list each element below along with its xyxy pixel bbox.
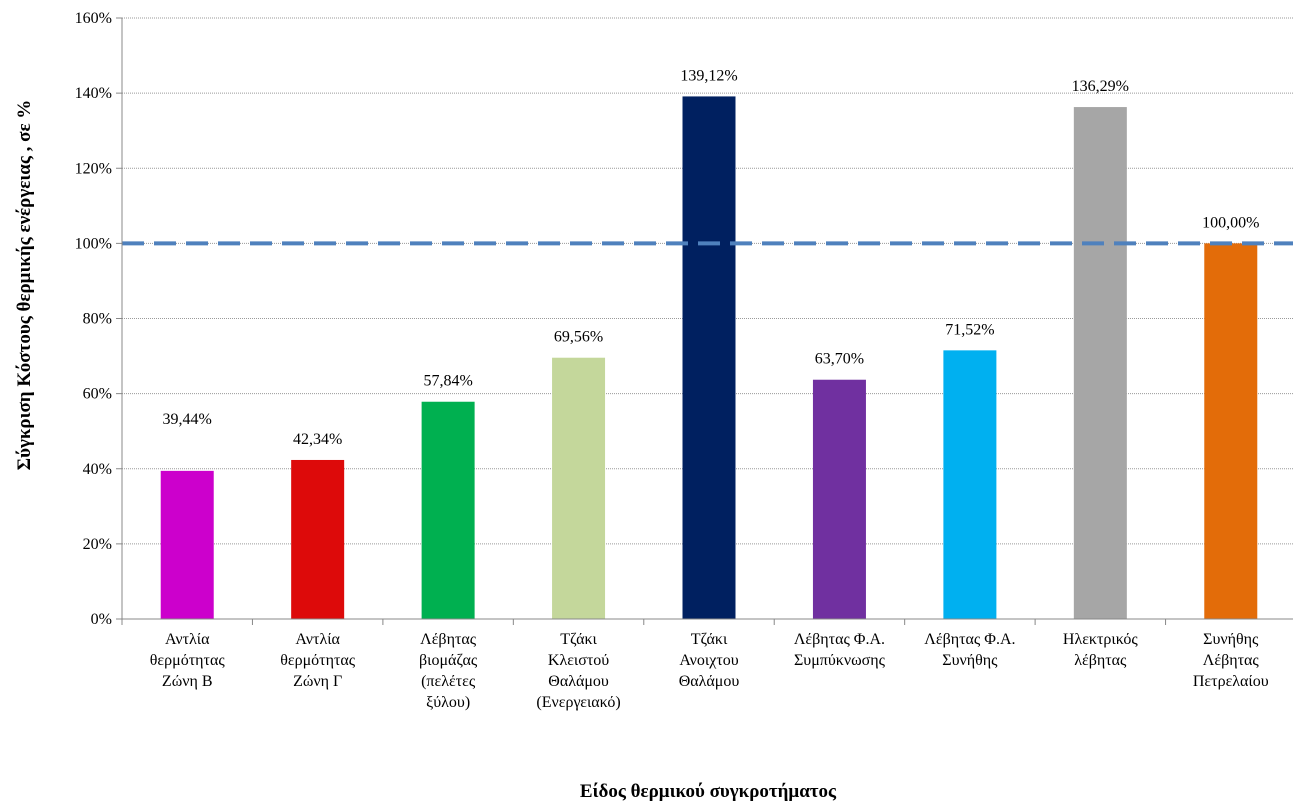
category-label-line: Ζώνη Γ	[293, 673, 342, 690]
category-label: Λέβητας Φ.Α. Συμπύκνωσης	[794, 631, 886, 669]
data-label: 39,44%	[163, 411, 212, 428]
category-label-line: Λέβητας Φ.Α.	[794, 631, 885, 648]
y-axis-title: Σύγκριση Κόστους θερμικής ενέργειας , σε…	[14, 100, 35, 471]
bar	[291, 459, 345, 619]
category-label: Λέβητας βιομάζας (πελέτες ξύλου)	[419, 631, 478, 711]
y-tick-label: 160%	[75, 10, 112, 27]
category-label-line: Ηλεκτρικός	[1063, 631, 1139, 648]
data-label: 71,52%	[945, 321, 994, 338]
category-label-line: Ζώνη Β	[162, 673, 213, 690]
category-label-line: Θαλάμου	[548, 673, 609, 690]
category-label: Αντλία θερμότητας Ζώνη Β	[150, 631, 226, 690]
data-labels: 39,44% 42,34% 57,84% 69,56% 139,12% 63,70% 71,…	[163, 67, 1260, 448]
category-label-line: Τζάκι	[560, 631, 597, 648]
category-label-line: Θαλάμου	[679, 673, 740, 690]
data-label: 136,29%	[1072, 78, 1129, 95]
data-label: 42,34%	[293, 431, 342, 448]
category-label: Λέβητας Φ.Α. Συνήθης	[924, 631, 1015, 669]
category-label-line: Συνήθης	[1203, 631, 1259, 648]
category-label-line: Λέβητας	[420, 631, 477, 648]
x-axis-title: Είδος θερμικού συγκροτήματος	[580, 781, 837, 802]
category-label-line: Αντλία	[295, 631, 340, 648]
bar	[1204, 243, 1258, 619]
data-label: 139,12%	[680, 67, 737, 84]
axes	[121, 18, 1293, 625]
y-tick-label: 60%	[83, 386, 112, 403]
bar	[682, 96, 736, 620]
bar	[421, 401, 475, 619]
category-label-line: θερμότητας	[150, 652, 226, 669]
y-tick-label: 0%	[91, 611, 112, 628]
category-label: Τζάκι Κλειστού Θαλάμου (Ενεργειακό)	[536, 631, 620, 711]
category-label-line: (πελέτες	[421, 673, 476, 690]
category-label: Τζάκι Ανοιχτου Θαλάμου	[679, 631, 740, 690]
bar	[1073, 107, 1127, 620]
bar	[812, 379, 866, 619]
y-tick-label: 40%	[83, 461, 112, 478]
bar	[160, 470, 214, 619]
category-label: Ηλεκτρικός λέβητας	[1063, 631, 1139, 669]
category-label-line: Συμπύκνωσης	[794, 652, 886, 669]
data-label: 57,84%	[423, 373, 472, 390]
y-tick-label: 20%	[83, 536, 112, 553]
category-label-line: Πετρελαίου	[1193, 673, 1269, 690]
category-label-line: λέβητας	[1074, 652, 1127, 669]
bar	[943, 350, 997, 619]
category-label-line: (Ενεργειακό)	[536, 694, 620, 711]
y-tick-label: 120%	[75, 160, 112, 177]
category-label: Αντλία θερμότητας Ζώνη Γ	[280, 631, 356, 690]
bar	[552, 357, 606, 619]
y-tick-label: 80%	[83, 311, 112, 328]
category-label-line: Λέβητας	[1203, 652, 1260, 669]
category-label-line: Λέβητας Φ.Α.	[924, 631, 1015, 648]
category-label-line: Αντλία	[165, 631, 210, 648]
y-tick-label: 100%	[75, 235, 112, 252]
category-label-line: Ανοιχτου	[679, 652, 738, 669]
y-tick-label: 140%	[75, 85, 112, 102]
category-label-line: θερμότητας	[280, 652, 356, 669]
category-label-line: ξύλου)	[426, 694, 470, 711]
y-axis-ticks: 0% 20% 40% 60% 80% 100% 120% 140% 160%	[75, 10, 122, 628]
data-label: 63,70%	[815, 351, 864, 368]
category-label-line: Συνήθης	[942, 652, 998, 669]
category-label: Συνήθης Λέβητας Πετρελαίου	[1193, 631, 1269, 690]
category-label-line: βιομάζας	[419, 652, 478, 669]
category-labels: Αντλία θερμότητας Ζώνη Β Αντλία θερμότητας Ζώ…	[150, 631, 1269, 711]
data-label: 100,00%	[1202, 214, 1259, 231]
category-label-line: Τζάκι	[691, 631, 728, 648]
category-label-line: Κλειστού	[548, 652, 609, 669]
bars	[160, 96, 1258, 620]
data-label: 69,56%	[554, 329, 603, 346]
